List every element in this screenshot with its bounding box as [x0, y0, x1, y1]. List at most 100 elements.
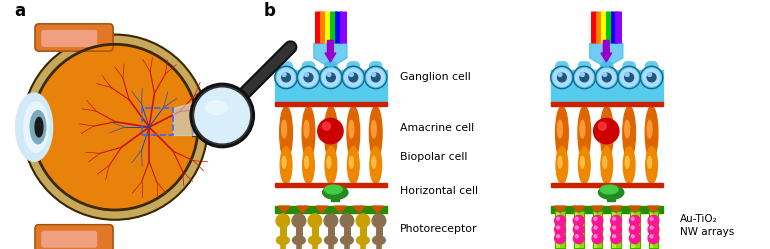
Ellipse shape: [302, 106, 315, 160]
Polygon shape: [278, 206, 290, 213]
Circle shape: [631, 217, 634, 220]
Ellipse shape: [601, 147, 613, 184]
Ellipse shape: [578, 62, 586, 72]
Ellipse shape: [282, 120, 286, 138]
Polygon shape: [353, 206, 365, 213]
Ellipse shape: [323, 186, 348, 199]
Ellipse shape: [309, 236, 321, 245]
Ellipse shape: [327, 156, 331, 168]
Circle shape: [575, 217, 578, 220]
Bar: [608, 186, 615, 201]
Ellipse shape: [307, 62, 315, 72]
Bar: [650, 213, 652, 247]
Polygon shape: [316, 206, 327, 213]
Ellipse shape: [374, 62, 382, 72]
Circle shape: [573, 66, 595, 89]
Ellipse shape: [30, 111, 45, 144]
Text: Au-TiO₂: Au-TiO₂: [681, 214, 718, 224]
Ellipse shape: [580, 120, 584, 138]
Polygon shape: [554, 206, 566, 213]
Circle shape: [643, 69, 661, 86]
Ellipse shape: [648, 120, 652, 138]
Ellipse shape: [326, 120, 331, 138]
Ellipse shape: [325, 185, 342, 194]
Polygon shape: [573, 206, 584, 213]
Circle shape: [581, 72, 584, 76]
Circle shape: [580, 73, 589, 82]
Ellipse shape: [347, 106, 360, 160]
Circle shape: [574, 224, 584, 235]
Polygon shape: [611, 206, 622, 213]
Ellipse shape: [601, 106, 613, 160]
Circle shape: [367, 69, 384, 86]
Circle shape: [648, 233, 659, 244]
Circle shape: [595, 66, 618, 89]
Circle shape: [575, 69, 593, 86]
Ellipse shape: [601, 62, 608, 72]
Ellipse shape: [206, 101, 227, 115]
Ellipse shape: [282, 156, 286, 168]
Circle shape: [602, 73, 611, 82]
Ellipse shape: [598, 186, 624, 199]
Circle shape: [611, 224, 621, 235]
Text: b: b: [263, 2, 275, 20]
Bar: [612, 213, 615, 247]
Circle shape: [190, 83, 254, 148]
Polygon shape: [629, 206, 641, 213]
Polygon shape: [591, 206, 603, 213]
FancyBboxPatch shape: [42, 31, 96, 46]
Circle shape: [592, 215, 603, 226]
Circle shape: [282, 73, 290, 82]
Circle shape: [629, 224, 640, 235]
Circle shape: [650, 217, 653, 220]
Text: Amacrine cell: Amacrine cell: [400, 123, 474, 133]
Bar: [551, 102, 663, 106]
Circle shape: [372, 72, 376, 76]
Ellipse shape: [645, 62, 653, 72]
Circle shape: [558, 72, 562, 76]
Bar: [648, 211, 658, 248]
Ellipse shape: [303, 62, 310, 72]
Polygon shape: [334, 206, 346, 213]
Circle shape: [598, 69, 615, 86]
Circle shape: [557, 73, 566, 82]
Ellipse shape: [280, 147, 292, 184]
Ellipse shape: [370, 106, 382, 160]
Bar: [142, 108, 173, 135]
Ellipse shape: [280, 106, 293, 160]
Circle shape: [574, 233, 584, 244]
Ellipse shape: [15, 93, 52, 161]
Circle shape: [553, 69, 571, 86]
Bar: [331, 186, 340, 201]
Circle shape: [276, 214, 290, 228]
Ellipse shape: [561, 62, 568, 72]
Circle shape: [574, 215, 584, 226]
Ellipse shape: [628, 62, 635, 72]
Ellipse shape: [350, 62, 357, 72]
Ellipse shape: [372, 156, 376, 168]
Ellipse shape: [347, 62, 355, 72]
Circle shape: [650, 235, 653, 238]
Circle shape: [611, 233, 621, 244]
Circle shape: [629, 215, 640, 226]
Ellipse shape: [325, 147, 336, 184]
Circle shape: [648, 215, 659, 226]
Circle shape: [275, 66, 297, 89]
Circle shape: [193, 86, 252, 145]
Polygon shape: [372, 206, 383, 213]
Ellipse shape: [623, 147, 635, 184]
Ellipse shape: [303, 147, 314, 184]
Ellipse shape: [556, 62, 564, 72]
Ellipse shape: [373, 236, 385, 245]
Circle shape: [625, 72, 629, 76]
Bar: [555, 211, 565, 248]
Ellipse shape: [623, 106, 635, 160]
Bar: [555, 211, 565, 248]
Bar: [631, 213, 634, 247]
Ellipse shape: [350, 156, 353, 168]
Circle shape: [304, 73, 313, 82]
Ellipse shape: [371, 120, 377, 138]
Ellipse shape: [347, 147, 359, 184]
FancyArrow shape: [590, 43, 623, 68]
Ellipse shape: [293, 236, 305, 245]
